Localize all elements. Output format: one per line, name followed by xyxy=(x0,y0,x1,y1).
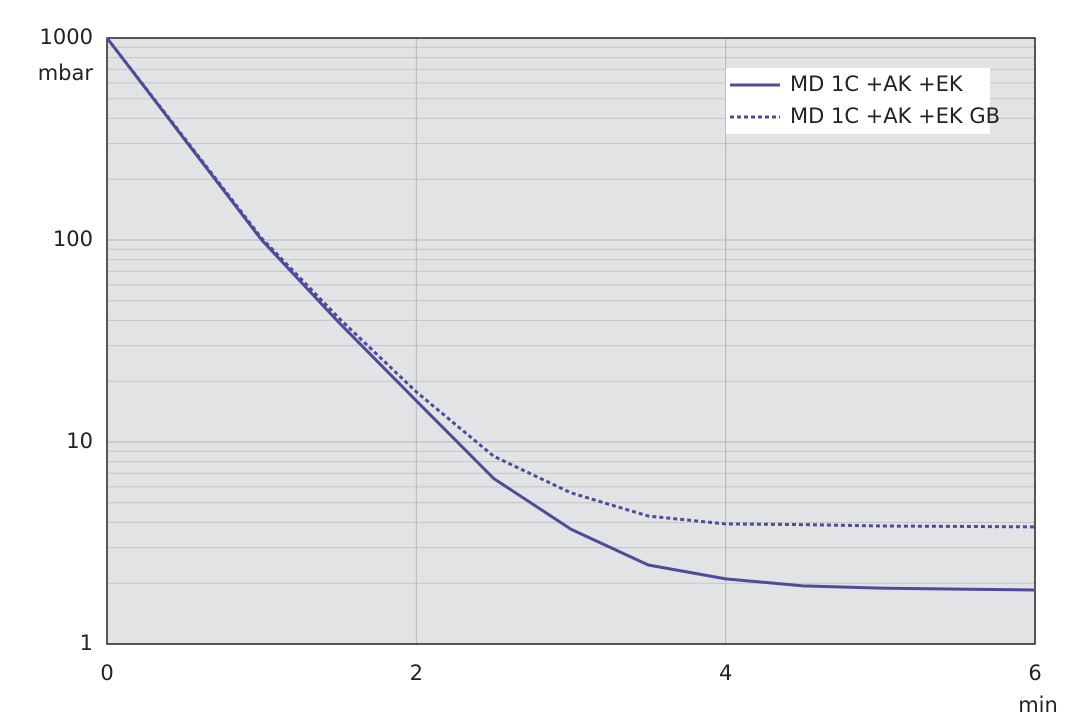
series-line xyxy=(105,37,1036,529)
legend-label: MD 1C +AK +EK xyxy=(790,72,964,96)
y-tick-label: 1000 xyxy=(40,25,93,49)
x-tick-label: 0 xyxy=(100,661,113,685)
legend-box xyxy=(726,68,990,134)
y-tick-label: 1 xyxy=(80,631,93,655)
plot-frame xyxy=(106,37,1036,645)
y-axis-label: mbar xyxy=(38,61,94,85)
y-tick-label: 10 xyxy=(66,429,93,453)
plot-area xyxy=(107,38,1035,644)
legend: MD 1C +AK +EK MD 1C +AK +EK GB xyxy=(726,68,1000,134)
x-tick-label: 2 xyxy=(410,661,423,685)
y-tick-label: 100 xyxy=(53,227,93,251)
legend-label: MD 1C +AK +EK GB xyxy=(790,104,1000,128)
x-tick-label: 4 xyxy=(719,661,732,685)
x-tick-label: 6 xyxy=(1028,661,1041,685)
x-axis-label: min xyxy=(1018,693,1058,717)
